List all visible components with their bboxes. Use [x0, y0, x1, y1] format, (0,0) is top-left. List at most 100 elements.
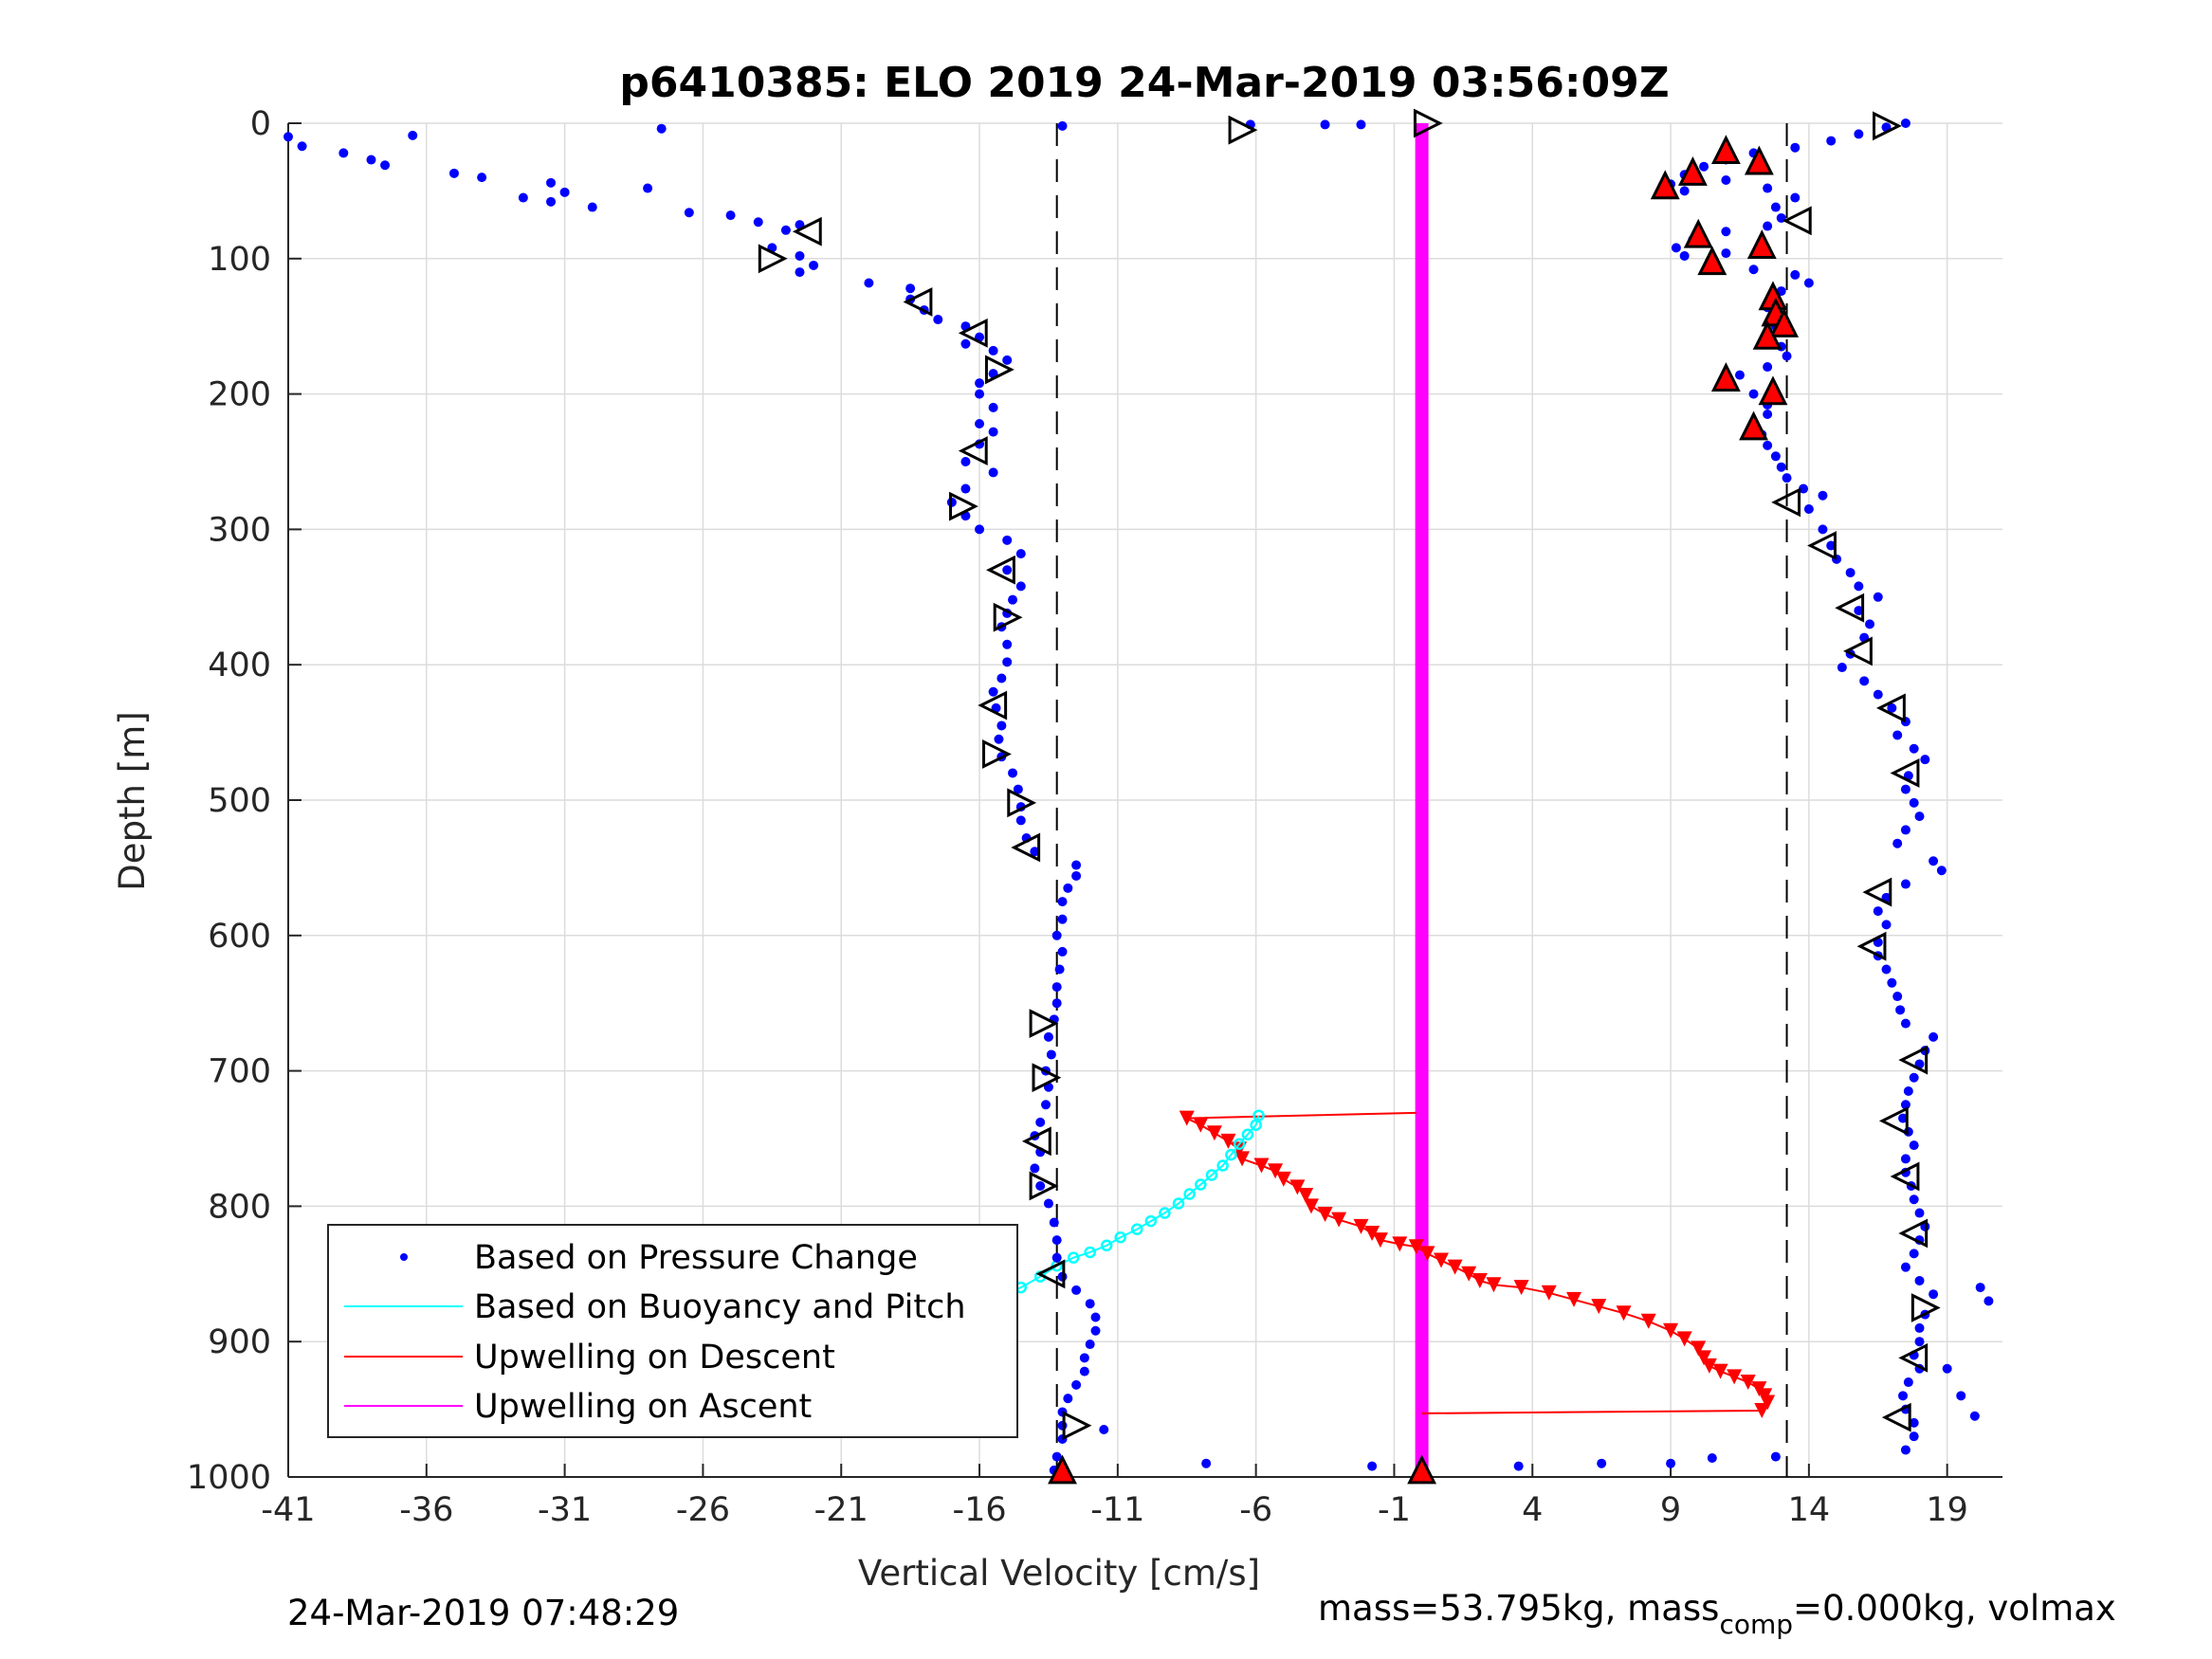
descent-point	[1616, 1305, 1632, 1322]
buoyancy-point	[1172, 1197, 1185, 1210]
descent-point	[1754, 1403, 1770, 1419]
pressure-point	[1679, 250, 1690, 261]
pressure-point	[780, 225, 791, 235]
open-triangle-marker	[1032, 1063, 1062, 1093]
pressure-point	[1079, 1353, 1089, 1363]
x-tick-label: -21	[814, 1491, 868, 1529]
pressure-point	[988, 402, 998, 412]
pressure-point	[1015, 581, 1026, 592]
pressure-point	[1748, 264, 1759, 275]
buoyancy-point	[1252, 1109, 1265, 1121]
descent-point	[1331, 1212, 1347, 1228]
legend-label-buoyancy: Based on Buoyancy and Pitch	[474, 1288, 966, 1326]
pressure-point	[1909, 1072, 1919, 1083]
pressure-point	[1909, 743, 1919, 754]
pressure-point	[1929, 856, 1939, 866]
pressure-point	[1057, 914, 1068, 924]
pressure-point	[1721, 248, 1731, 259]
descent-point	[1740, 1375, 1756, 1391]
legend-label-ascent: Upwelling on Ascent	[474, 1388, 812, 1426]
pressure-point	[1002, 639, 1013, 649]
filled-triangle-marker	[1650, 170, 1680, 200]
pressure-point	[905, 283, 916, 294]
pressure-point	[996, 673, 1007, 684]
pressure-point	[1790, 269, 1801, 280]
pressure-point	[1920, 755, 1930, 765]
pressure-point	[960, 338, 971, 349]
buoyancy-point	[1216, 1159, 1229, 1172]
pressure-point	[1035, 1117, 1046, 1127]
pressure-point	[1002, 565, 1013, 575]
x-tick-label: -1	[1378, 1491, 1411, 1529]
open-triangle-marker	[903, 287, 933, 317]
pressure-point	[988, 427, 998, 437]
x-tick-label: 9	[1660, 1491, 1681, 1529]
pressure-point	[1909, 797, 1919, 808]
pressure-point	[1900, 1154, 1910, 1164]
pressure-point	[1030, 1163, 1040, 1174]
open-triangle-marker	[984, 355, 1015, 385]
pressure-point	[1763, 221, 1773, 231]
pressure-point	[1914, 1322, 1925, 1333]
footer-timestamp: 24-Mar-2019 07:48:29	[287, 1593, 679, 1633]
descent-point	[1364, 1225, 1380, 1241]
pressure-point	[1085, 1299, 1095, 1309]
pressure-point	[1051, 1252, 1062, 1263]
x-tick-label: -31	[538, 1491, 592, 1529]
open-triangle-marker	[1881, 1402, 1911, 1432]
pressure-point	[1763, 183, 1773, 193]
pressure-point	[1983, 1296, 1994, 1306]
pressure-point	[1837, 663, 1847, 673]
pressure-point	[1002, 535, 1013, 545]
y-tick-label: 600	[208, 918, 271, 956]
pressure-point	[1699, 161, 1709, 172]
pressure-point	[1046, 1049, 1056, 1060]
descent-point	[1541, 1285, 1557, 1301]
pressure-point	[1008, 768, 1018, 778]
pressure-point	[1929, 1289, 1939, 1300]
open-triangle-marker	[1876, 693, 1906, 723]
pressure-point	[1881, 920, 1892, 930]
pressure-point	[1707, 1453, 1717, 1464]
pressure-point	[1015, 815, 1026, 826]
pressure-point	[1367, 1461, 1378, 1471]
pressure-point	[587, 202, 597, 212]
pressure-point	[1776, 462, 1786, 472]
x-tick-label: 14	[1788, 1491, 1831, 1529]
y-tick-label: 200	[208, 376, 271, 414]
pressure-point	[1015, 549, 1026, 559]
pressure-point	[1002, 355, 1013, 365]
pressure-point	[1881, 964, 1892, 975]
descent-point	[1712, 1363, 1728, 1379]
filled-triangle-marker	[1752, 319, 1782, 350]
open-triangle-marker	[1771, 487, 1801, 518]
pressure-point	[1782, 351, 1792, 361]
pressure-point	[1799, 483, 1809, 494]
pressure-point	[988, 467, 998, 478]
open-triangle-marker	[986, 555, 1015, 585]
pressure-point	[1887, 702, 1897, 713]
pressure-point	[1013, 784, 1023, 794]
x-tick-label: -26	[676, 1491, 730, 1529]
pressure-point	[1845, 568, 1856, 578]
filled-triangle-marker	[1758, 375, 1788, 406]
open-triangle-marker	[982, 739, 1012, 769]
pressure-point	[975, 419, 985, 429]
buoyancy-point	[1084, 1246, 1096, 1259]
pressure-point	[1008, 594, 1018, 605]
open-triangle-marker	[1011, 832, 1041, 863]
buoyancy-point	[1144, 1214, 1158, 1228]
pressure-point	[1865, 619, 1875, 629]
pressure-point	[1057, 946, 1068, 957]
x-tick-label: -11	[1090, 1491, 1144, 1529]
pressure-point	[988, 345, 998, 356]
pressure-point	[994, 734, 1004, 744]
legend-box	[327, 1224, 1018, 1438]
pressure-point	[1892, 838, 1903, 848]
open-triangle-marker	[958, 318, 988, 348]
open-triangle-marker	[1898, 1218, 1929, 1249]
x-tick-label: -41	[261, 1491, 315, 1529]
descent-point	[1220, 1133, 1236, 1149]
pressure-point	[1770, 451, 1781, 462]
pressure-point	[380, 160, 391, 171]
